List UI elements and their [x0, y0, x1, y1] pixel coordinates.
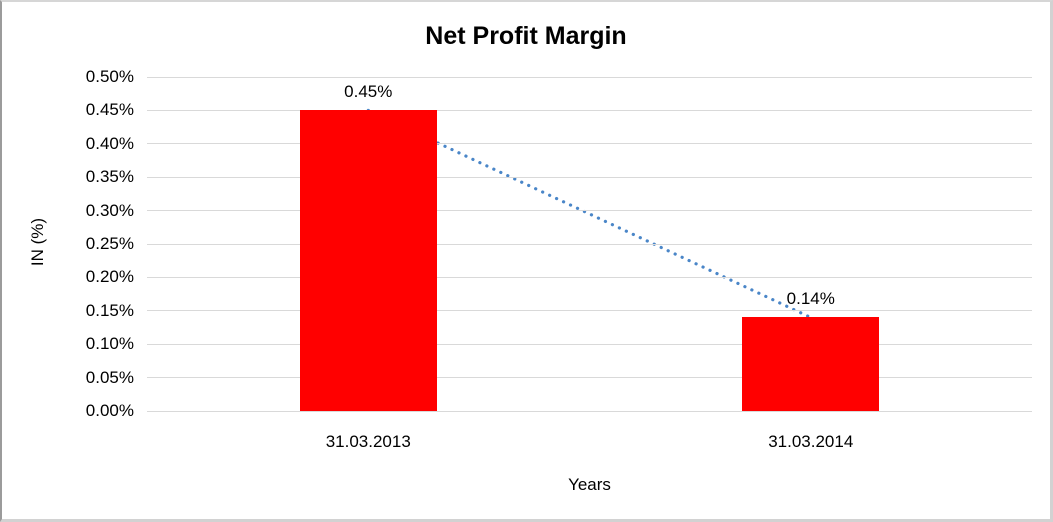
- gridline: [147, 410, 1032, 412]
- y-tick-label: 0.30%: [85, 200, 134, 220]
- gridline: [147, 310, 1032, 312]
- y-tick-label: 0.25%: [85, 234, 134, 253]
- y-tick-label: 0.40%: [85, 133, 134, 153]
- y-tick-label: 0.05%: [85, 367, 134, 387]
- x-axis-title: Years: [568, 475, 611, 494]
- x-tick-label: 31.03.2014: [768, 432, 854, 451]
- x-tick-label: 31.03.2013: [325, 432, 411, 451]
- gridline: [147, 76, 1032, 78]
- gridline: [147, 143, 1032, 145]
- bar: [299, 110, 437, 411]
- gridline: [147, 276, 1032, 278]
- y-tick-label: 0.50%: [85, 67, 134, 86]
- gridline: [147, 243, 1032, 245]
- gridline: [147, 109, 1032, 111]
- gridline: [147, 210, 1032, 212]
- bar: [742, 317, 880, 411]
- y-tick-label: 0.00%: [85, 401, 134, 420]
- bar-data-label: 0.14%: [786, 289, 835, 309]
- gridline: [147, 176, 1032, 178]
- gridline: [147, 377, 1032, 379]
- y-tick-label: 0.15%: [85, 300, 134, 320]
- y-tick-label: 0.45%: [85, 100, 134, 120]
- y-tick-label: 0.10%: [85, 334, 134, 354]
- bar-data-label: 0.45%: [344, 82, 393, 102]
- gridline: [147, 343, 1032, 345]
- y-tick-label: 0.35%: [85, 167, 134, 187]
- y-tick-label: 0.20%: [85, 267, 134, 287]
- chart-title: Net Profit Margin: [425, 22, 627, 50]
